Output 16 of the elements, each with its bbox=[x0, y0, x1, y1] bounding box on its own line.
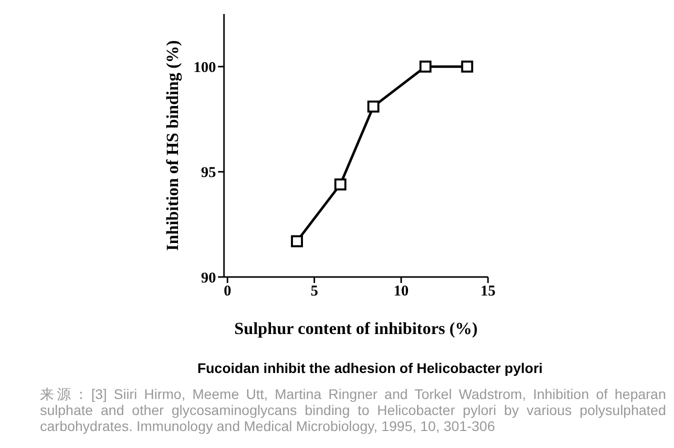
y-tick-label: 90 bbox=[201, 270, 216, 286]
source-note: 来源：[3] Siiri Hirmo, Meeme Utt, Martina Ringner and Torkel Wadstrom, Inhibition of heparan sulphate and other glycosaminoglycans binding to Helicobacter pylori by various polysulphated carbohydrates. Immunology and Medical Microbiology, 1995, 10, 301-306 bbox=[40, 386, 666, 434]
x-tick-label: 10 bbox=[394, 284, 409, 300]
point bbox=[461, 60, 474, 73]
point bbox=[419, 60, 432, 73]
point bbox=[334, 178, 346, 190]
y-tick-label: 95 bbox=[201, 165, 216, 182]
x-axis-title: Sulphur content of inhibitors (%) bbox=[234, 319, 478, 338]
y-axis-title: Inhibition of HS binding (%) bbox=[163, 40, 182, 251]
y-tick-label: 100 bbox=[194, 60, 216, 76]
point bbox=[290, 235, 303, 248]
text: Fucoidan inhibit the adhesion of Helicobacter pylori bbox=[196, 360, 544, 376]
x-tick-label: 15 bbox=[480, 284, 496, 300]
point bbox=[367, 100, 380, 113]
x-tick-label: 0 bbox=[224, 284, 232, 300]
x-tick-label: 5 bbox=[310, 284, 318, 300]
